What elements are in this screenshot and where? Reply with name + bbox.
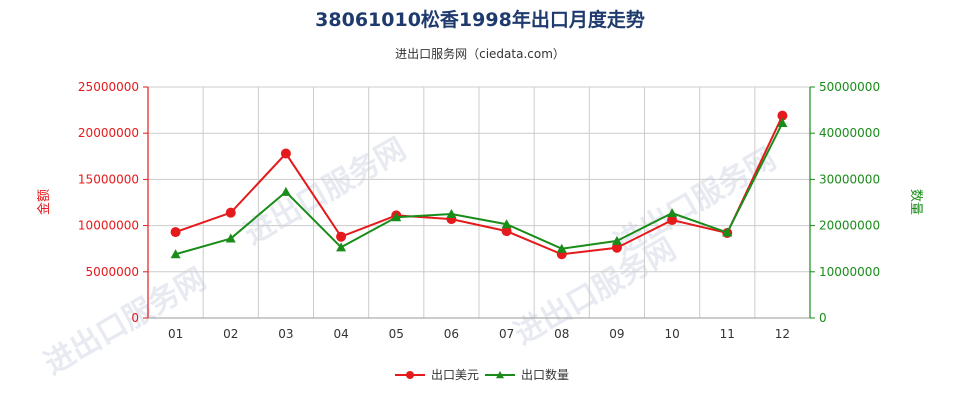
series-2-point (391, 212, 402, 222)
x-tick-label: 08 (554, 327, 569, 341)
series-2-point (611, 235, 622, 245)
y-axis-left-label: 金额 (36, 189, 52, 215)
legend-label-2: 出口数量 (521, 367, 569, 382)
x-tick-label: 09 (609, 327, 624, 341)
series-line-1 (175, 115, 784, 256)
legend-marker-2 (496, 371, 504, 379)
y-right-tick-label: 10000000 (819, 265, 880, 279)
legend-marker-1 (406, 371, 414, 379)
x-tick-label: 07 (499, 327, 514, 341)
x-tick-label: 04 (333, 327, 348, 341)
series-1-point (611, 242, 622, 253)
x-tick-label: 10 (664, 327, 679, 341)
y-left-tick-label: 10000000 (78, 219, 139, 233)
x-tick-label: 06 (444, 327, 459, 341)
y-left-tick-label: 0 (131, 311, 139, 325)
series-2-point (667, 208, 678, 218)
series-2-point (336, 242, 347, 252)
x-tick-label: 12 (775, 327, 790, 341)
x-tick-label: 05 (389, 327, 404, 341)
chart-subtitle: 进出口服务网（ciedata.com） (395, 46, 565, 61)
series-1-point (280, 148, 291, 159)
series-2-point (225, 233, 236, 243)
series-2-point (446, 209, 457, 219)
series-2-point (722, 227, 733, 237)
series-1-point (225, 207, 236, 218)
series-2-point (556, 243, 567, 253)
series-2-point (501, 219, 512, 229)
y-left-tick-label: 5000000 (86, 265, 139, 279)
watermark-text: 进出口服务网 (239, 132, 412, 252)
series-2-point (170, 249, 181, 259)
chart-title: 38061010松香1998年出口月度走势 (315, 8, 645, 31)
series-1-point (777, 110, 788, 121)
y-right-tick-label: 0 (819, 311, 827, 325)
y-left-tick-label: 20000000 (78, 126, 139, 140)
series-1-point (170, 227, 181, 238)
y-right-tick-label: 20000000 (819, 219, 880, 233)
y-left-tick-label: 25000000 (78, 80, 139, 94)
watermark-text: 进出口服务网 (609, 142, 782, 262)
series-2-point (777, 118, 788, 128)
y-axis-right-label: 数量 (908, 189, 923, 215)
x-tick-label: 02 (223, 327, 238, 341)
series-1-point (336, 231, 347, 242)
series-1-point (667, 215, 678, 226)
y-right-tick-label: 50000000 (819, 80, 880, 94)
series-layer (170, 110, 788, 260)
series-line-2 (175, 122, 784, 256)
x-tick-label: 01 (168, 327, 183, 341)
x-tick-label: 11 (720, 327, 735, 341)
y-left-tick-label: 15000000 (78, 172, 139, 186)
y-right-tick-label: 30000000 (819, 172, 880, 186)
legend-label-1: 出口美元 (431, 368, 479, 382)
axes-layer: 0 5000000 10000000 15000000 20000000 25000000… (78, 80, 880, 341)
legend: 出口美元 出口数量 (395, 367, 569, 382)
x-tick-label: 03 (278, 327, 293, 341)
series-2-point (280, 186, 291, 196)
watermark-text: 进出口服务网 (39, 262, 212, 382)
y-right-tick-label: 40000000 (819, 126, 880, 140)
series-1-point (501, 226, 512, 237)
